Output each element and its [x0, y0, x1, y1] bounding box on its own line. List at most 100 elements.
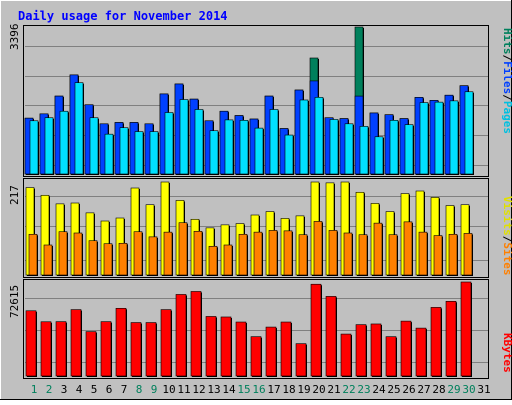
kbytes-bar-day-28: [430, 307, 442, 377]
x-label-day-16: 16: [252, 383, 265, 396]
bars-layer: [24, 26, 474, 377]
pages-bar-day-29: [449, 100, 459, 175]
pages-bar-day-13: [209, 130, 219, 175]
kbytes-bar-day-24: [370, 323, 382, 377]
x-label-day-27: 27: [417, 383, 430, 396]
sites-bar-day-5: [88, 240, 98, 276]
sites-bar-day-1: [28, 233, 38, 276]
pages-bar-day-2: [44, 117, 54, 175]
x-label-day-7: 7: [121, 383, 128, 396]
sites-bar-day-24: [373, 222, 383, 276]
pages-bar-day-25: [389, 120, 399, 175]
kbytes-bar-day-27: [415, 327, 427, 377]
sites-bar-day-25: [388, 234, 398, 276]
pages-bar-day-4: [74, 82, 84, 175]
sites-bar-day-7: [118, 242, 128, 276]
x-axis-labels: 1 2 3 4 5 6 7 8 9 10 11 12 13 14 15 16 17 18 19 20 21 22 23 24 2…: [31, 383, 491, 396]
kbytes-bar-day-4: [70, 309, 82, 377]
sites-bar-day-3: [58, 231, 68, 276]
pages-bar-day-24: [374, 136, 384, 175]
x-label-day-10: 10: [162, 383, 175, 396]
x-label-day-2: 2: [46, 383, 53, 396]
legend-hits: Hits: [501, 28, 512, 55]
pages-bar-day-19: [299, 99, 309, 175]
sites-bar-day-29: [448, 233, 458, 276]
pages-bar-day-27: [419, 102, 429, 175]
kbytes-bar-day-1: [25, 310, 37, 377]
kbytes-bar-day-6: [100, 321, 112, 377]
sites-bar-day-2: [43, 244, 53, 276]
legend-hits-panel: Hits/Files/Pages: [501, 28, 512, 134]
pages-bar-day-7: [119, 127, 129, 175]
pages-bar-day-28: [434, 101, 444, 175]
kbytes-bar-day-3: [55, 321, 67, 377]
kbytes-bar-day-15: [235, 321, 247, 377]
legend-sep-3: /: [501, 236, 512, 243]
x-label-day-26: 26: [402, 383, 415, 396]
legend-sep-1: /: [501, 55, 512, 62]
sites-bar-day-4: [73, 232, 83, 276]
x-label-day-24: 24: [372, 383, 386, 396]
pages-bar-day-22: [344, 123, 354, 175]
x-label-day-28: 28: [432, 383, 445, 396]
kbytes-bar-day-14: [220, 316, 232, 377]
legend-visits-panel: Visits/Sites: [501, 196, 512, 276]
pages-bar-day-30: [464, 91, 474, 175]
pages-bar-day-14: [224, 119, 234, 175]
x-label-day-20: 20: [312, 383, 325, 396]
pages-bar-day-9: [149, 131, 159, 175]
x-label-day-30: 30: [462, 383, 475, 396]
x-label-day-15: 15: [237, 383, 250, 396]
hits-ymax-label: 3396: [8, 24, 21, 51]
sites-bar-day-22: [343, 232, 353, 276]
sites-bar-day-14: [223, 244, 233, 276]
x-label-day-11: 11: [177, 383, 190, 396]
pages-bar-day-12: [194, 109, 204, 175]
kbytes-bar-day-17: [265, 326, 277, 377]
x-label-day-8: 8: [136, 383, 143, 396]
kbytes-bar-day-16: [250, 336, 262, 377]
sites-bar-day-8: [133, 231, 143, 276]
kbytes-bar-day-13: [205, 316, 217, 377]
kbytes-bar-day-8: [130, 322, 142, 377]
legend-sites: Sites: [501, 242, 512, 275]
legend-files: Files: [501, 61, 512, 94]
kbytes-bar-day-11: [175, 294, 187, 377]
kbytes-bar-day-21: [325, 296, 337, 377]
pages-bar-day-16: [254, 127, 264, 175]
kbytes-bar-day-23: [355, 324, 367, 377]
sites-bar-day-6: [103, 243, 113, 276]
x-label-day-22: 22: [342, 383, 355, 396]
legend-sep-2: /: [501, 94, 512, 101]
sites-bar-day-12: [193, 230, 203, 276]
sites-bar-day-16: [253, 231, 263, 276]
x-label-day-23: 23: [357, 383, 370, 396]
pages-bar-day-26: [404, 124, 414, 175]
legend-hits-text: Hits/Files/Pages: [501, 28, 512, 134]
kbytes-bar-day-25: [385, 336, 397, 377]
sites-bar-day-18: [283, 230, 293, 276]
x-label-day-25: 25: [387, 383, 400, 396]
sites-bar-day-11: [178, 222, 188, 276]
legend-visits-text: Visits/Sites: [501, 196, 512, 276]
sites-bar-day-17: [268, 230, 278, 276]
sites-bar-day-13: [208, 245, 218, 276]
kbytes-bar-day-12: [190, 291, 202, 377]
sites-bar-day-26: [403, 221, 413, 276]
x-label-day-17: 17: [267, 383, 280, 396]
kbytes-bar-day-9: [145, 322, 157, 377]
sites-bar-day-30: [463, 233, 473, 276]
sites-bar-day-23: [358, 234, 368, 276]
x-label-day-4: 4: [76, 383, 83, 396]
kbytes-bar-day-2: [40, 321, 52, 377]
kbytes-bar-day-7: [115, 307, 127, 377]
x-label-day-3: 3: [61, 383, 68, 396]
kbytes-bar-day-29: [445, 301, 457, 377]
pages-bar-day-10: [164, 112, 174, 175]
sites-bar-day-15: [238, 233, 248, 276]
sites-bar-day-21: [328, 230, 338, 276]
sites-bar-day-28: [433, 235, 443, 276]
pages-bar-day-17: [269, 109, 279, 175]
chart-title: Daily usage for November 2014: [18, 9, 228, 23]
